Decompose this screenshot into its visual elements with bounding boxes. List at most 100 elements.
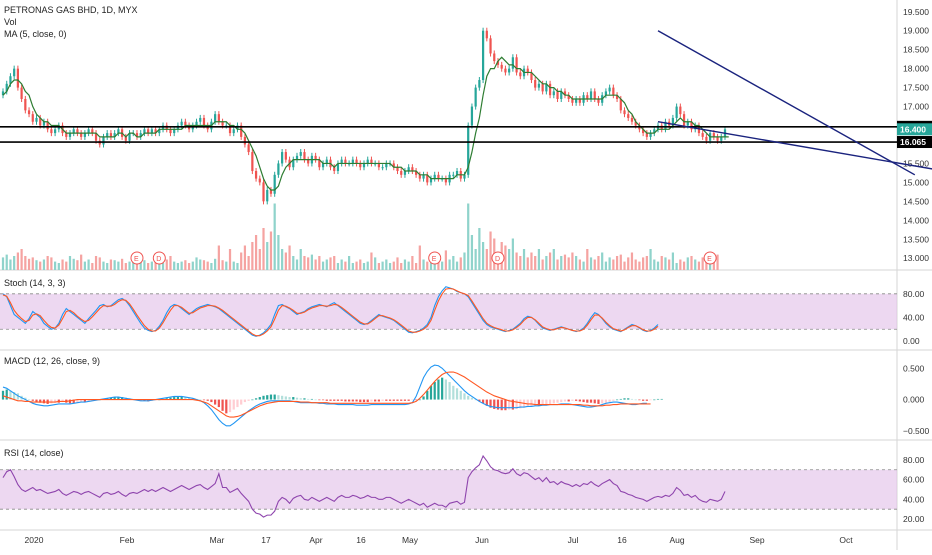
candle-body (53, 129, 57, 134)
macd-histogram-bar (5, 389, 8, 400)
candle-body (645, 133, 648, 137)
volume-bar (139, 261, 142, 270)
volume-bar (601, 252, 604, 270)
macd-histogram-bar (109, 397, 113, 400)
macd-histogram-bar (318, 399, 321, 401)
volume-bar (608, 257, 611, 270)
macd-histogram-bar (392, 399, 395, 401)
volume-bar (418, 245, 421, 270)
macd-histogram-bar (42, 399, 46, 404)
candle-body (396, 167, 399, 172)
candle-body (295, 155, 299, 160)
candle-body (366, 159, 369, 164)
macd-histogram-bar (500, 399, 503, 411)
macd-histogram-bar (467, 395, 470, 400)
candle-body (630, 117, 634, 122)
volume-bar (135, 259, 139, 270)
macd-histogram-bar (232, 399, 235, 410)
volume-bar (236, 263, 239, 270)
macd-histogram-bar (411, 399, 414, 401)
volume-bar (455, 261, 459, 270)
volume-bar (478, 228, 481, 270)
volume-bar (247, 256, 250, 270)
macd-histogram-bar (180, 396, 183, 400)
volume-bar (295, 259, 299, 270)
volume-bar (656, 261, 660, 270)
volume-bar (530, 252, 533, 270)
price-tick-label: 18.500 (903, 45, 929, 55)
volume-bar (593, 259, 596, 270)
volume-bar (437, 259, 440, 270)
macd-tick-label: −0.500 (903, 426, 930, 436)
macd-histogram-bar (221, 399, 224, 411)
candle-body (199, 117, 202, 122)
volume-bar (299, 249, 302, 270)
volume-bar (448, 259, 451, 270)
macd-histogram-bar (608, 399, 611, 403)
volume-bar (42, 259, 46, 270)
macd-histogram-bar (444, 379, 447, 400)
volume-bar (485, 249, 488, 270)
candle-body (128, 133, 131, 141)
x-axis-label: Aug (669, 535, 684, 545)
volume-bar (251, 242, 254, 270)
volume-bar (690, 256, 693, 270)
volume-bar (176, 263, 180, 270)
macd-histogram-bar (489, 399, 492, 408)
x-axis-label: Oct (839, 535, 853, 545)
macd-histogram-bar (485, 399, 488, 406)
macd-label: MACD (12, 26, close, 9) (4, 356, 101, 366)
macd-histogram-bar (210, 399, 213, 403)
stoch-tick-label: 0.00 (903, 336, 920, 346)
volume-bar (638, 261, 641, 270)
macd-histogram-bar (344, 399, 347, 402)
candle-body (147, 129, 150, 134)
candle-body (117, 129, 120, 134)
volume-bar (1, 257, 5, 270)
candle-body (604, 91, 608, 96)
volume-bar (537, 249, 541, 270)
volume-bar (325, 259, 328, 270)
candle-body (545, 83, 548, 92)
macd-histogram-bar (601, 399, 604, 404)
macd-histogram-bar (27, 399, 31, 401)
volume-bar (489, 231, 492, 270)
macd-histogram-bar (333, 399, 336, 401)
price-tick-label: 15.500 (903, 158, 929, 168)
volume-bar (407, 261, 410, 270)
ma-label: MA (5, close, 0) (4, 29, 67, 39)
candle-body (552, 91, 555, 96)
candle-body (65, 133, 68, 137)
macd-histogram-bar (35, 399, 38, 403)
x-axis-label: 2020 (25, 535, 44, 545)
volume-bar (623, 261, 626, 270)
volume-bar (571, 252, 574, 270)
macd-histogram-bar (571, 399, 574, 401)
macd-histogram-bar (530, 399, 533, 407)
candle-body (180, 121, 183, 126)
volume-bar (154, 260, 157, 270)
candle-body (333, 167, 336, 172)
macd-histogram-bar (24, 397, 27, 400)
macd-histogram-bar (336, 399, 340, 401)
candle-body (321, 163, 325, 168)
volume-bar (61, 259, 64, 270)
macd-histogram-bar (642, 399, 645, 401)
macd-histogram-bar (515, 399, 518, 409)
macd-histogram-bar (284, 396, 287, 400)
candle-body (27, 110, 31, 115)
volume-bar (333, 256, 336, 270)
volume-bar (567, 257, 570, 270)
macd-histogram-bar (228, 399, 232, 413)
macd-histogram-bar (388, 399, 392, 401)
candle-body (336, 163, 340, 172)
volume-bar (589, 257, 593, 270)
volume-bar (545, 256, 548, 270)
macd-histogram-bar (455, 388, 459, 400)
volume-bar (548, 252, 552, 270)
price-tick-label: 15.000 (903, 177, 929, 187)
volume-bar (619, 254, 622, 270)
x-axis-label: May (402, 535, 419, 545)
volume-bar (281, 249, 284, 270)
macd-histogram-bar (106, 398, 109, 400)
